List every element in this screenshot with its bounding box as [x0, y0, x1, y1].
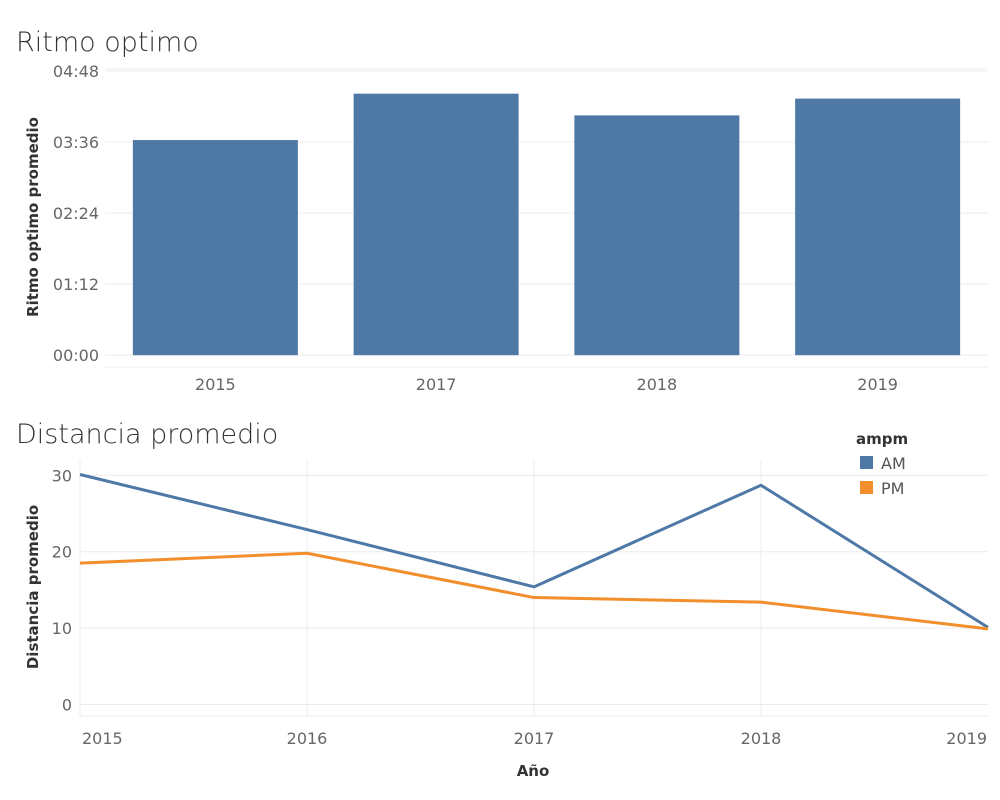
bar-chart-ytick-label: 01:12	[53, 275, 99, 294]
line-chart-xtick-label: 2018	[741, 729, 782, 748]
line-series-am	[79, 473, 989, 629]
line-chart-series	[79, 473, 989, 631]
bar-chart-ytick-label: 04:48	[53, 62, 99, 81]
line-chart-ytick-label: 30	[52, 466, 72, 485]
legend-swatch-pm	[860, 481, 873, 494]
bar	[132, 140, 298, 356]
legend: ampm AM PM	[856, 430, 908, 498]
bar-chart-ytick-label: 00:00	[53, 346, 99, 365]
bar	[795, 98, 961, 356]
bar	[574, 115, 740, 356]
bar-chart-xticks: 2015 2017 2018 2019	[195, 375, 898, 394]
bar-chart-ylabel: Ritmo optimo promedio	[24, 117, 42, 317]
legend-items: AM PM	[860, 454, 906, 498]
line-chart-xtick-label: 2015	[82, 729, 123, 748]
line-chart-xlabel: Año	[517, 762, 550, 780]
bar-chart: Ritmo optimo Ritmo optimo promedio 00:00…	[16, 27, 988, 394]
bar-chart-ytick-label: 02:24	[53, 204, 99, 223]
legend-label-pm: PM	[881, 479, 904, 498]
bar-chart-xtick-label: 2018	[637, 375, 678, 394]
bar-chart-bars	[132, 93, 961, 356]
line-chart-xtick-label: 2016	[287, 729, 328, 748]
line-chart-ytick-label: 10	[52, 619, 72, 638]
legend-swatch-am	[860, 456, 873, 469]
line-chart-xtick-label: 2017	[514, 729, 555, 748]
bar-chart-title: Ritmo optimo	[16, 27, 199, 58]
legend-label-am: AM	[881, 454, 906, 473]
line-chart-ytick-label: 20	[52, 543, 72, 562]
bar-chart-xtick-label: 2017	[416, 375, 457, 394]
line-chart-ylabel: Distancia promedio	[24, 505, 42, 669]
line-chart-grid	[79, 460, 988, 717]
line-chart-title: Distancia promedio	[16, 419, 278, 450]
line-series-pm	[79, 551, 989, 631]
line-chart-yticks: 0 10 20 30	[52, 466, 72, 714]
bar-chart-ytick-label: 03:36	[53, 133, 99, 152]
line-chart-xtick-label: 2019	[946, 729, 987, 748]
line-chart-ytick-label: 0	[62, 696, 72, 715]
bar-chart-xtick-label: 2015	[195, 375, 236, 394]
bar-chart-yticks: 00:00 01:12 02:24 03:36 04:48	[53, 62, 99, 365]
legend-title: ampm	[856, 430, 908, 448]
bar	[353, 93, 519, 356]
line-chart: Distancia promedio Distancia promedio Añ…	[16, 419, 989, 780]
line-chart-xticks: 2015 2016 2017 2018 2019	[82, 729, 987, 748]
bar-chart-xtick-label: 2019	[857, 375, 898, 394]
